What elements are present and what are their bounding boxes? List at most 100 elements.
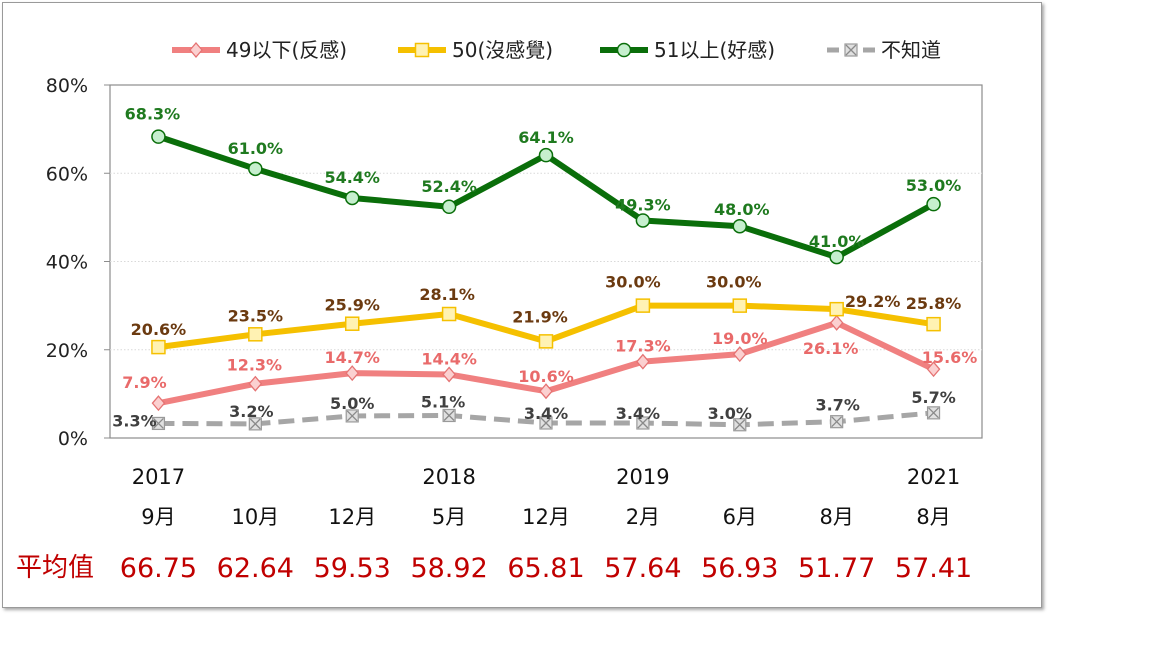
legend-label: 不知道	[881, 38, 941, 62]
data-point	[635, 213, 651, 228]
data-point	[442, 366, 456, 383]
data-label: 23.5%	[228, 306, 284, 325]
data-point	[151, 129, 166, 144]
data-label: 28.1%	[419, 285, 475, 304]
data-point	[344, 190, 360, 206]
data-label: 5.7%	[911, 388, 955, 407]
data-label: 17.3%	[615, 337, 671, 356]
data-label: 3.3%	[112, 411, 156, 430]
data-point	[635, 298, 651, 313]
data-point	[248, 327, 263, 342]
data-label: 3.2%	[229, 402, 273, 421]
data-label: 3.4%	[524, 404, 568, 423]
data-label: 49.3%	[615, 195, 671, 214]
data-point	[441, 306, 457, 322]
data-label: 3.7%	[815, 396, 859, 415]
data-point-cross	[346, 410, 358, 422]
data-label: 14.7%	[324, 348, 380, 367]
data-point	[732, 218, 748, 234]
data-point	[151, 395, 166, 412]
data-label: 53.0%	[906, 176, 962, 195]
x-axis-month: 12月	[522, 505, 570, 529]
chart-frame	[2, 2, 1042, 608]
data-point	[926, 361, 941, 378]
data-label: 12.3%	[227, 356, 283, 375]
x-axis-year: 2021	[907, 465, 960, 489]
average-value: 58.92	[410, 553, 487, 584]
data-label: 7.9%	[122, 373, 166, 392]
data-point	[151, 339, 166, 355]
average-value: 66.75	[120, 553, 197, 584]
data-label: 3.4%	[616, 404, 660, 423]
x-axis-month: 6月	[723, 505, 757, 529]
legend-marker	[189, 42, 203, 58]
y-tick-label: 80%	[46, 75, 88, 97]
data-label: 64.1%	[518, 128, 574, 147]
data-point-cross	[152, 417, 164, 429]
data-point	[732, 298, 748, 313]
legend-label: 50(沒感覺)	[452, 38, 553, 62]
average-value: 65.81	[507, 553, 584, 584]
data-point-cross	[637, 417, 649, 429]
legend-marker-cross	[845, 44, 857, 56]
data-label: 54.4%	[324, 168, 380, 187]
data-point-cross	[443, 410, 455, 421]
x-axis-year: 2019	[616, 465, 669, 489]
data-label: 61.0%	[228, 139, 284, 158]
data-point-cross	[928, 407, 940, 419]
data-label: 26.1%	[803, 339, 859, 358]
x-axis-month: 2月	[626, 505, 660, 529]
legend-label: 51以上(好感)	[654, 38, 775, 62]
average-value: 56.93	[701, 553, 778, 584]
legend-marker	[414, 42, 430, 58]
x-axis-month: 8月	[819, 505, 853, 529]
data-label: 68.3%	[125, 105, 181, 124]
data-point-cross	[831, 416, 843, 428]
data-point	[636, 353, 650, 370]
data-label: 41.0%	[809, 232, 865, 251]
data-label: 30.0%	[605, 273, 661, 292]
legend-label: 49以下(反感)	[226, 38, 347, 62]
data-label: 10.6%	[518, 367, 574, 386]
average-value: 59.53	[314, 553, 391, 584]
data-label: 5.1%	[421, 392, 465, 411]
data-point	[829, 301, 844, 317]
data-label: 21.9%	[512, 307, 568, 326]
data-point-cross	[249, 418, 261, 430]
y-tick-label: 0%	[58, 428, 88, 450]
data-point	[248, 375, 263, 392]
x-axis-month: 5月	[432, 505, 466, 529]
x-axis-year: 2017	[132, 465, 185, 489]
data-label: 30.0%	[706, 273, 762, 292]
data-label: 14.4%	[421, 349, 477, 368]
x-axis-month: 8月	[916, 505, 950, 529]
data-label: 15.6%	[922, 348, 978, 367]
y-tick-label: 20%	[46, 340, 88, 362]
data-point-cross	[734, 419, 746, 431]
data-point	[829, 249, 844, 265]
x-axis-month: 10月	[231, 505, 279, 529]
data-label: 3.0%	[708, 404, 752, 423]
y-tick-label: 60%	[46, 163, 88, 185]
data-point	[344, 316, 360, 331]
average-value: 57.41	[895, 553, 972, 584]
data-point	[732, 346, 747, 363]
data-point	[829, 314, 844, 331]
data-label: 20.6%	[131, 320, 187, 339]
data-point	[538, 147, 554, 163]
data-point-cross	[540, 417, 552, 429]
data-label: 52.4%	[421, 177, 477, 196]
data-label: 19.0%	[712, 329, 768, 348]
data-point	[248, 161, 263, 177]
average-value: 62.64	[217, 553, 294, 584]
data-label: 29.2%	[845, 292, 901, 311]
data-label: 25.9%	[324, 296, 380, 315]
average-title: 平均值	[16, 553, 94, 583]
x-axis-month: 9月	[141, 505, 175, 529]
x-axis-month: 12月	[328, 505, 376, 529]
data-point	[926, 316, 941, 332]
data-point	[345, 365, 360, 382]
data-point	[538, 334, 554, 349]
y-tick-label: 40%	[46, 252, 88, 274]
